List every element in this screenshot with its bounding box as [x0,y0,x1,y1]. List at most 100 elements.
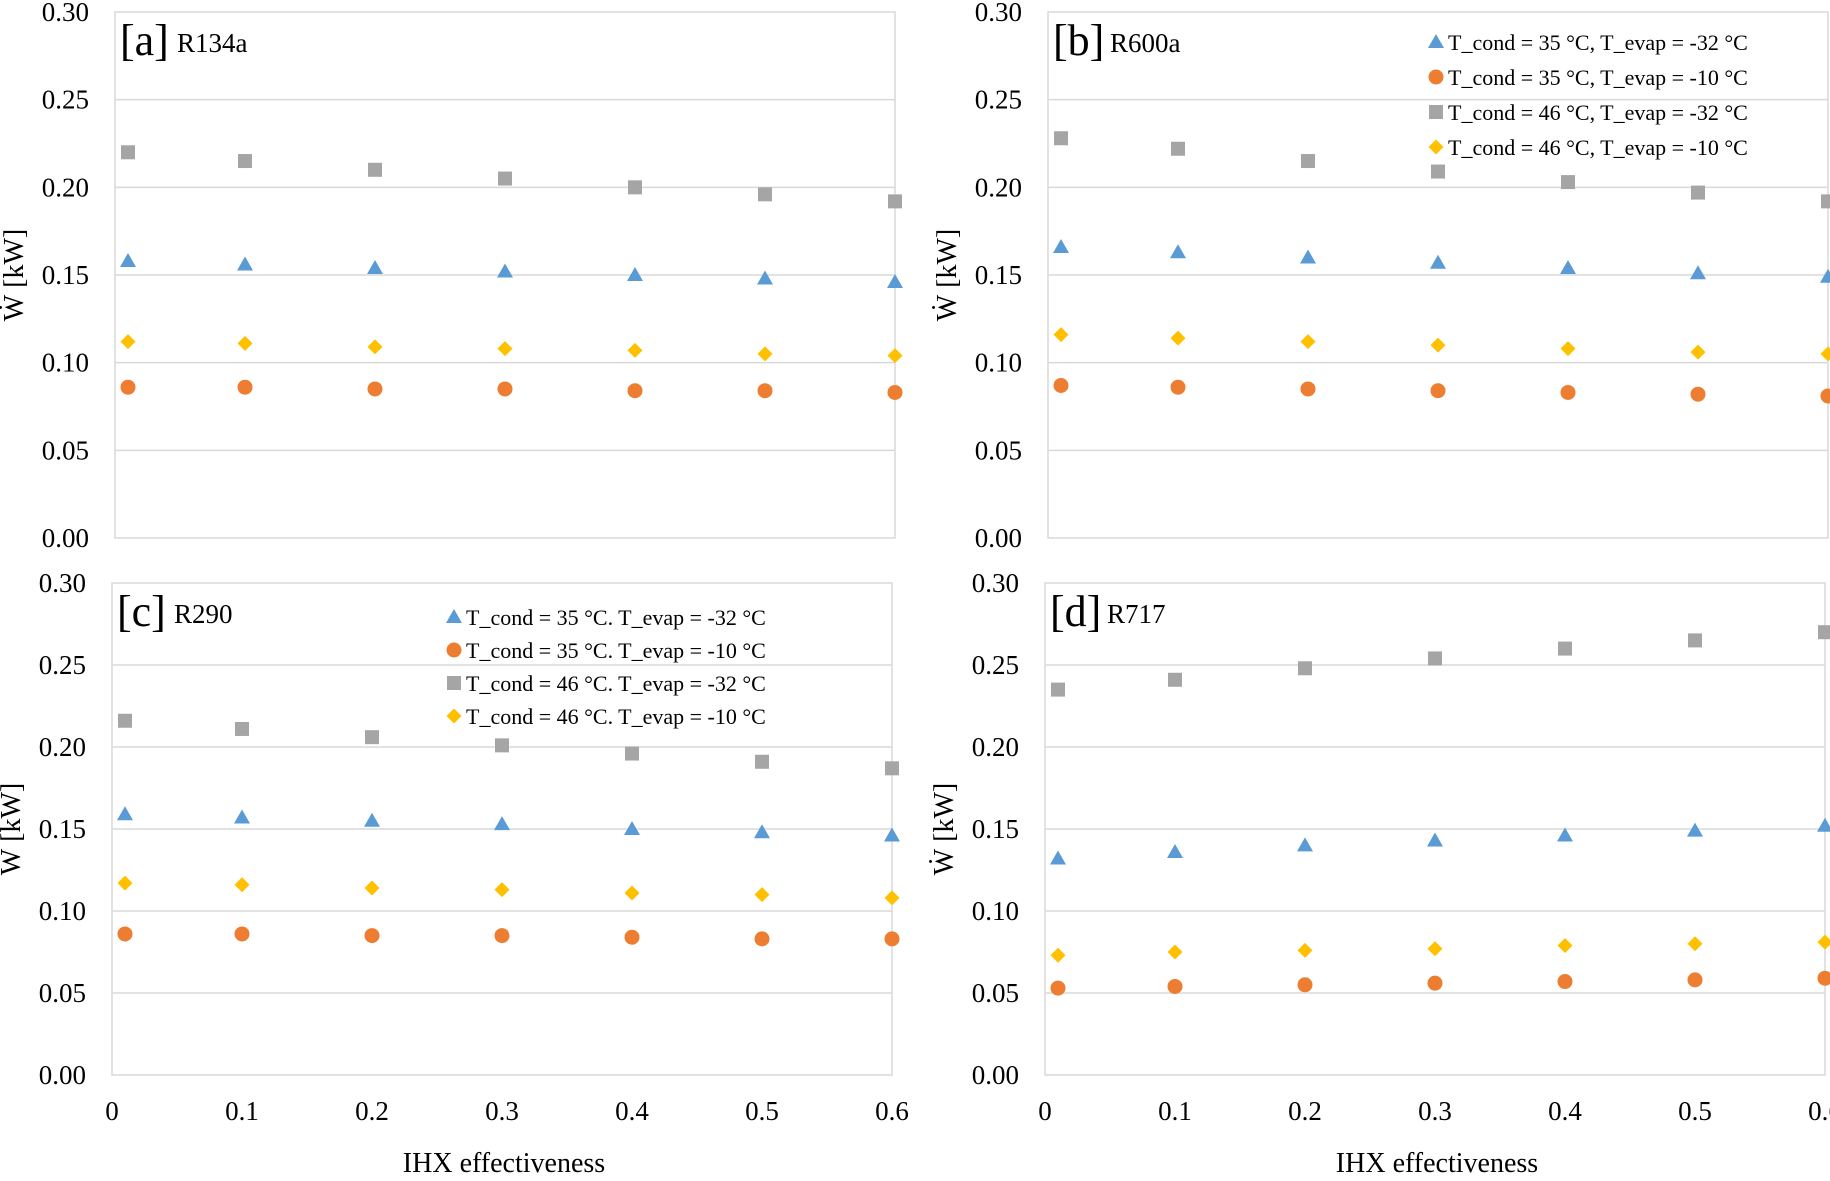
x-axis-label: IHX effectiveness [403,1148,605,1179]
data-point [365,730,379,745]
data-point [757,383,773,399]
data-point [624,821,640,835]
legend-marker [446,609,462,623]
x-tick-label: 0.4 [1548,1096,1582,1126]
data-point [117,926,133,942]
data-point [1300,249,1316,264]
data-point [757,270,773,285]
data-point [238,154,252,169]
data-point [367,259,383,274]
data-point [237,256,253,271]
data-point [758,187,772,202]
y-tick-label: 0.00 [972,1060,1019,1090]
y-tick-label: 0.10 [39,896,86,926]
data-point [1430,383,1446,399]
panel-letter: [c] [117,587,166,636]
data-point [234,926,250,942]
data-point [628,180,642,195]
data-point [1168,672,1182,687]
panel-letter: [d] [1050,587,1101,636]
x-tick-label: 0.5 [1678,1096,1712,1126]
legend: T_cond = 35 °C, T_evap = -32 °C T_cond = … [1428,30,1748,160]
data-point [1561,175,1575,190]
y-tick-label: 0.20 [972,732,1019,762]
data-point [118,713,132,728]
y-tick-label: 0.00 [42,523,89,553]
y-tick-label: 0.15 [39,814,86,844]
data-point [1053,238,1069,253]
data-point [1687,972,1703,988]
x-tick-label: 0.3 [485,1096,519,1126]
y-tick-label: 0.10 [972,896,1019,926]
data-point [237,379,253,395]
data-point [1430,337,1446,353]
data-point [120,252,136,267]
data-point [755,754,769,769]
y-tick-label: 0.15 [975,260,1022,290]
data-point [498,171,512,186]
data-point [1053,377,1069,393]
legend-marker [446,708,462,724]
data-point [884,827,900,842]
legend-entry-label: T_cond = 46 °C, T_evap = -10 °C [1448,135,1748,160]
data-point [1687,822,1703,837]
y-tick-label: 0.20 [39,732,86,762]
data-point [1821,194,1830,209]
data-series-square [121,145,902,209]
y-tick-label: 0.05 [975,435,1022,465]
data-point [1820,346,1830,362]
y-tick-label: 0.30 [972,568,1019,598]
data-point [1167,978,1183,994]
y-tick-label: 0.05 [42,435,89,465]
legend-entry-label: T_cond = 35 °C. T_evap = -32 °C [466,605,766,630]
panel-letter: [b] [1053,16,1104,65]
y-tick-label: 0.25 [975,85,1022,115]
data-point [627,267,643,281]
panel-refrigerant-name: R717 [1107,599,1166,629]
y-tick-label: 0.05 [972,978,1019,1008]
legend-marker [1428,69,1444,85]
data-point [1050,947,1066,963]
data-series-diamond [1050,934,1830,963]
data-point [1428,651,1442,666]
y-axis-label: Ẇ [kW] [0,783,27,876]
data-point [120,334,136,350]
data-point [1051,682,1065,697]
legend-marker [1429,105,1443,119]
data-point [234,809,250,824]
data-point [1690,344,1706,360]
data-point [234,877,250,893]
data-point [1430,254,1446,269]
data-point [1427,975,1443,991]
data-point [1300,334,1316,350]
panel-letter: [a] [120,16,169,65]
data-point [888,194,902,209]
data-point [1297,837,1313,852]
legend-entry-label: T_cond = 46 °C, T_evap = -32 °C [1448,100,1748,125]
data-point [1691,185,1705,200]
data-series-square [1051,625,1830,697]
data-series-triangle [117,806,900,842]
data-point [754,931,770,947]
data-point [1557,974,1573,990]
legend-marker [446,642,462,658]
data-point [364,928,380,944]
data-point [757,346,773,362]
data-point [627,342,643,358]
legend-entry-label: T_cond = 35 °C. T_evap = -10 °C [466,638,766,663]
y-tick-label: 0.20 [42,172,89,202]
data-point [367,381,383,397]
y-tick-label: 0.30 [39,568,86,598]
chart-panel-r134a: 0.00 0.05 0.10 0.15 0.20 0.25 0.30 Ẇ [kW] [a] R13… [0,0,903,553]
data-series-triangle [120,252,903,289]
data-point [1170,330,1186,346]
data-series-circle [117,926,900,947]
data-point [1297,977,1313,993]
data-point [1817,970,1830,986]
data-series-square [1054,131,1830,209]
data-point [1167,843,1183,858]
data-series-diamond [117,875,900,906]
data-point [1301,154,1315,169]
legend-marker [1428,34,1444,48]
data-point [1820,388,1830,404]
